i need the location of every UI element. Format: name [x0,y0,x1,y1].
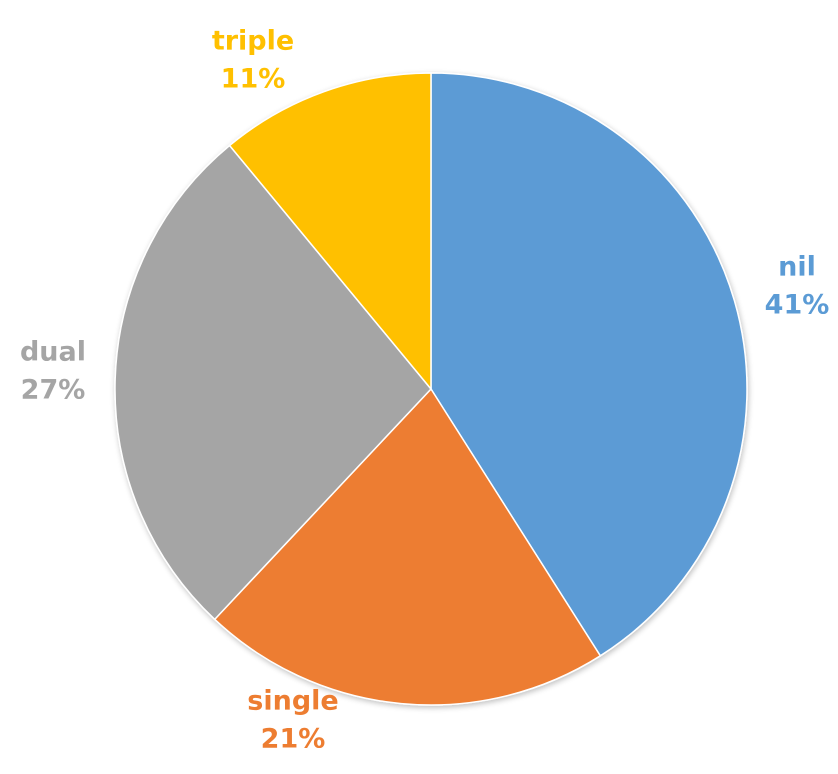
pie-labels: nil 41% single 21% dual 27% triple 11% [20,26,829,755]
slice-label-triple: triple [212,26,294,57]
slice-label-nil: nil [778,252,816,283]
slice-label-dual: dual [20,337,86,368]
pie-slice-single [213,387,602,706]
slice-percent-triple: 11% [221,64,286,95]
slice-percent-single: 21% [261,724,326,755]
pie-slice-triple [228,72,432,392]
slice-percent-dual: 27% [21,375,86,406]
pie-slice-nil [430,72,748,657]
pie-slices [114,72,748,706]
slice-label-single: single [247,686,338,717]
slice-percent-nil: 41% [765,290,830,321]
pie-slice-dual [114,144,432,621]
